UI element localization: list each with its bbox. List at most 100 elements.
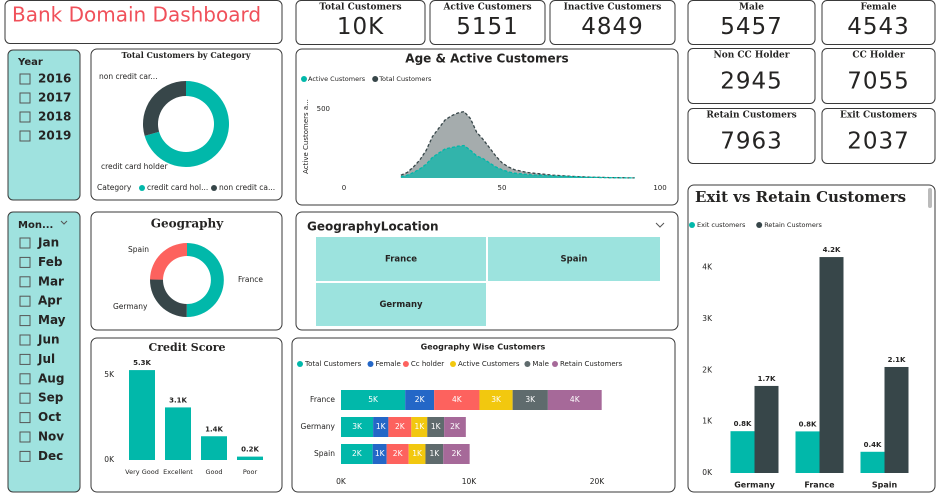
- slicer-item[interactable]: Apr: [38, 294, 62, 308]
- slice-label: credit card holder: [101, 162, 168, 171]
- slicer-checkbox[interactable]: [19, 111, 31, 123]
- y-tick-label: 0K: [104, 455, 115, 464]
- bar-segment: [388, 417, 412, 437]
- x-tick-label: 0: [342, 184, 346, 192]
- slicer-checkbox[interactable]: [19, 295, 31, 307]
- kpi-card: [687, 108, 816, 164]
- value-label: 0.8K: [799, 420, 817, 428]
- kpi-card: [429, 0, 546, 45]
- slicer-checkbox[interactable]: [19, 392, 31, 404]
- area-fill: [400, 145, 635, 178]
- bar-segment: [405, 390, 435, 410]
- kpi-label: CC Holder: [852, 51, 904, 61]
- value-label: 3K: [352, 422, 363, 431]
- slicer-checkbox[interactable]: [19, 353, 31, 365]
- kpi-label: Retain Customers: [706, 111, 796, 121]
- legend-label: Cc holder: [411, 360, 444, 368]
- chart-title: Geography Wise Customers: [421, 343, 546, 352]
- slicer-checkbox[interactable]: [19, 450, 31, 462]
- slicer-chevron[interactable]: [60, 220, 68, 225]
- chart-title: Total Customers by Category: [121, 50, 250, 60]
- kpi-value: 5457: [720, 14, 783, 40]
- kpi-value: 4543: [847, 14, 910, 40]
- slicer-item[interactable]: 2019: [38, 129, 71, 143]
- slicer-checkbox[interactable]: [19, 412, 31, 424]
- slicer-checkbox[interactable]: [19, 315, 31, 327]
- value-label: 4K: [452, 395, 463, 404]
- legend-dot: [301, 76, 307, 82]
- slicer-item[interactable]: Sep: [38, 391, 64, 405]
- slicer-checkbox[interactable]: [19, 334, 31, 346]
- slicer-item[interactable]: Dec: [38, 449, 63, 463]
- legend-label: non credit ca...: [219, 183, 275, 192]
- y-axis-label: Active Customers a...: [302, 99, 310, 174]
- value-label: 1K: [431, 422, 442, 431]
- bar: [201, 436, 227, 460]
- chart-title: Exit vs Retain Customers: [695, 188, 906, 206]
- value-label: 3.1K: [169, 396, 187, 404]
- treemap-cell[interactable]: [316, 283, 486, 326]
- slicer-item[interactable]: Oct: [38, 410, 61, 424]
- slicer-checkbox[interactable]: [19, 373, 31, 385]
- dropdown-chevron[interactable]: [655, 222, 665, 228]
- value-label: 4.2K: [823, 246, 841, 254]
- bar-segment: [341, 417, 374, 437]
- y-tick-label: 5K: [104, 370, 115, 379]
- kpi-value: 2037: [847, 129, 910, 155]
- slicer-checkbox[interactable]: [19, 276, 31, 288]
- slicer-item[interactable]: 2018: [38, 110, 71, 124]
- scrollbar[interactable]: [928, 188, 932, 208]
- month-slicer[interactable]: [7, 211, 81, 493]
- donut-slice: [142, 81, 186, 136]
- treemap-cell[interactable]: [316, 237, 486, 281]
- y-tick-label: Germany: [301, 422, 336, 431]
- slicer-item[interactable]: Feb: [38, 255, 63, 269]
- donut-slice: [144, 81, 229, 168]
- slicer-checkbox[interactable]: [19, 92, 31, 104]
- value-label: 1K: [429, 449, 440, 458]
- kpi-card: [549, 0, 676, 45]
- slicer-item[interactable]: May: [38, 313, 66, 327]
- value-label: 1K: [414, 422, 425, 431]
- value-label: 3K: [491, 395, 502, 404]
- slicer-checkbox[interactable]: [19, 73, 31, 85]
- legend-dot: [689, 222, 695, 228]
- legend-dot: [552, 361, 558, 367]
- x-tick-label: 100: [653, 184, 666, 192]
- slicer-item[interactable]: Jan: [37, 236, 59, 250]
- slicer-item[interactable]: Aug: [38, 371, 64, 385]
- slicer-checkbox[interactable]: [19, 431, 31, 443]
- legend-dot: [297, 361, 303, 367]
- donut-slice: [150, 242, 187, 280]
- legend-label: Retain Customers: [764, 221, 822, 229]
- slicer-item[interactable]: Mar: [38, 274, 64, 288]
- legend-dot: [524, 361, 531, 367]
- treemap-cell[interactable]: [488, 237, 660, 281]
- slicer-checkbox[interactable]: [19, 237, 31, 249]
- cell-label: Germany: [379, 300, 423, 310]
- kpi-card: [687, 48, 816, 104]
- slicer-checkbox[interactable]: [19, 256, 31, 268]
- year-slicer[interactable]: [7, 49, 81, 201]
- value-label: 2K: [415, 395, 426, 404]
- value-label: 2K: [393, 449, 404, 458]
- chart-title: Age & Active Customers: [405, 52, 568, 66]
- slicer-item[interactable]: Jul: [37, 352, 55, 366]
- slicer-item[interactable]: 2016: [38, 72, 71, 86]
- donut-slice: [186, 243, 224, 318]
- x-tick-label: 10K: [462, 477, 478, 486]
- y-tick-label: 3K: [702, 314, 713, 323]
- legend-dot: [450, 361, 456, 367]
- slicer-item[interactable]: Jun: [37, 333, 60, 347]
- slicer-checkbox[interactable]: [19, 130, 31, 142]
- x-tick-label: 20K: [590, 477, 606, 486]
- bar-segment: [386, 444, 409, 464]
- bar-segment: [434, 390, 480, 410]
- area-line: [400, 144, 635, 179]
- slicer-item[interactable]: Nov: [38, 430, 64, 444]
- kpi-value: 10K: [337, 14, 384, 40]
- kpi-value: 2945: [720, 69, 783, 95]
- slicer-item[interactable]: 2017: [38, 91, 71, 105]
- kpi-label: Female: [860, 3, 896, 13]
